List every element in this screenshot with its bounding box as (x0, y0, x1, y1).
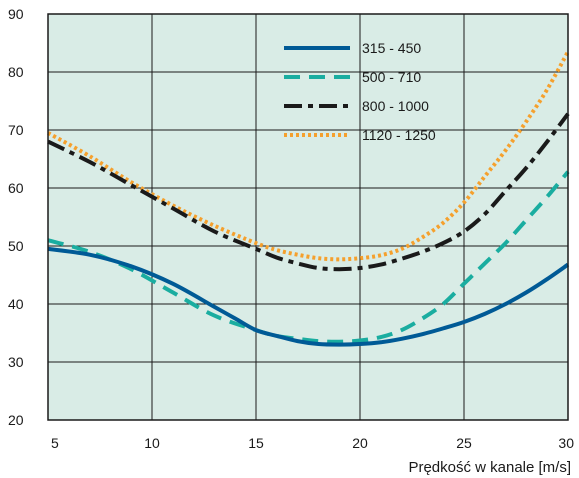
legend-label-0: 315 - 450 (362, 40, 421, 56)
legend-label-3: 1120 - 1250 (362, 127, 436, 143)
y-tick-label: 70 (8, 122, 24, 138)
grid-lines (48, 14, 568, 420)
legend: 315 - 450 500 - 710 800 - 1000 1120 - 1250 (284, 40, 436, 143)
y-tick-label: 20 (8, 412, 24, 428)
legend-label-2: 800 - 1000 (362, 98, 429, 114)
x-tick-label: 20 (352, 435, 368, 451)
x-tick-label: 25 (456, 435, 472, 451)
series-line-1 (47, 170, 570, 344)
y-tick-label: 50 (8, 238, 24, 254)
x-axis-title: Prędkość w kanale [m/s] (408, 459, 571, 476)
y-tick-label: 40 (8, 296, 24, 312)
x-axis-ticks: 5 10 15 20 25 30 (51, 435, 574, 451)
series-line-3 (47, 50, 570, 262)
series-line-0 (47, 246, 570, 347)
y-tick-label: 60 (8, 180, 24, 196)
x-tick-label: 5 (51, 435, 59, 451)
series-line-2 (47, 112, 570, 272)
x-tick-label: 30 (558, 435, 574, 451)
y-tick-label: 30 (8, 354, 24, 370)
plot-frame (47, 13, 569, 421)
x-tick-label: 15 (248, 435, 264, 451)
y-tick-label: 90 (8, 6, 24, 22)
series-group (47, 50, 570, 347)
legend-label-1: 500 - 710 (362, 69, 421, 85)
y-tick-label: 80 (8, 64, 24, 80)
plot-area (48, 14, 568, 420)
x-tick-label: 10 (144, 435, 160, 451)
y-axis-ticks: 20 30 40 50 60 70 80 90 (8, 6, 24, 428)
